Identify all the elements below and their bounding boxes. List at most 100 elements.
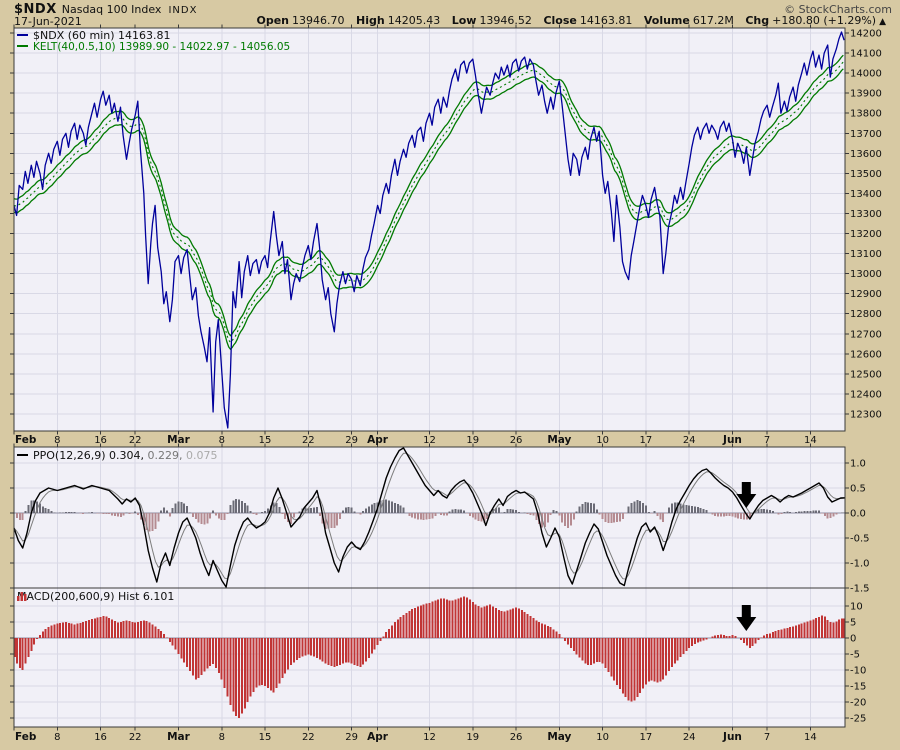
macd-histogram-bar [800,623,803,638]
macd-histogram-bar [621,638,624,694]
macd-histogram-bar [200,638,203,676]
macd-histogram-bar [668,638,670,672]
macd-histogram-bar [774,631,777,638]
macd-histogram-bar [105,616,108,638]
macd-histogram-bar [79,622,82,638]
macd-histogram-bar [552,629,555,638]
ppo-line-icon [17,454,28,456]
macd-histogram-bar [114,621,116,638]
svg-text:1.0: 1.0 [850,459,866,470]
macd-histogram-bar [451,600,454,638]
ppo-line [13,447,846,588]
macd-histogram-bar [243,638,246,709]
macd-histogram-bar [526,613,529,638]
price-legend-text: $NDX (60 min) 14163.81 [33,29,171,42]
macd-histogram-bar [725,635,728,638]
macd-histogram-bar [567,638,569,645]
macd-histogram-bar [512,608,515,638]
macd-histogram-bar [168,638,171,642]
macd-legend-text: MACD(200,600,9) Hist 6.101 [17,590,175,603]
macd-histogram-bar [264,638,266,686]
macd-histogram-bar [209,638,212,666]
svg-text:24: 24 [683,732,696,743]
macd-histogram-bar [310,638,313,656]
svg-text:22: 22 [129,435,142,446]
macd-histogram-bar [694,638,696,645]
macd-histogram-bar [258,638,261,686]
svg-text:12600: 12600 [850,349,882,360]
svg-text:10: 10 [850,602,863,613]
macd-histogram-bar [82,622,85,638]
svg-text:14: 14 [804,732,817,743]
macd-histogram-bar [174,638,177,650]
svg-text:16: 16 [94,435,107,446]
macd-histogram-bar [783,628,786,638]
symbol-exchange: INDX [168,5,198,16]
macd-histogram-bar [826,620,829,638]
macd-histogram-bar [160,631,163,638]
svg-text:19: 19 [466,732,479,743]
svg-text:24: 24 [683,435,696,446]
macd-histogram-bar [555,631,558,638]
macd-histogram-bar [53,624,56,638]
macd-histogram-bar [411,609,414,638]
ppo-signal-line [13,452,846,580]
svg-text:8: 8 [54,732,60,743]
macd-histogram-bar [509,609,512,638]
macd-histogram-bar [163,633,165,638]
macd-histogram-bar [362,638,365,665]
svg-text:-10: -10 [850,666,866,677]
quote-value-low: 13946.52 [479,14,532,27]
macd-histogram-bar [771,632,774,638]
svg-text:12700: 12700 [850,329,882,340]
macd-histogram-bar [379,638,382,641]
macd-histogram-bar [90,618,93,638]
macd-histogram-bar [823,616,826,638]
macd-histogram-bar [70,623,73,638]
svg-text:13500: 13500 [850,169,882,180]
macd-histogram-bar [688,638,691,649]
svg-text:29: 29 [345,435,358,446]
macd-histogram-bar [186,638,189,667]
macd-histogram-bar [558,634,561,638]
macd-histogram-bar [803,622,806,638]
macd-histogram-bar [177,638,180,654]
svg-text:15: 15 [259,732,272,743]
macd-histogram-bar [396,619,399,638]
svg-text:-15: -15 [850,682,866,693]
macd-histogram-bar [304,638,307,656]
svg-text:Jun: Jun [722,731,742,743]
symbol-name: Nasdaq 100 Index [61,3,162,16]
svg-text:May: May [547,434,571,446]
macd-histogram-bar [229,638,232,706]
macd-histogram-bar [434,600,437,638]
macd-histogram-bar [673,638,676,664]
macd-histogram-bar [494,608,497,638]
macd-histogram-bar [324,638,327,664]
macd-histogram-bar [780,629,783,638]
macd-histogram-bar [295,638,298,660]
macd-histogram-bar [93,618,96,638]
chg-up-triangle-icon: ▲ [879,17,886,27]
macd-histogram-bar [353,638,356,665]
macd-histogram-bar [33,638,36,645]
macd-histogram-bar [365,638,367,662]
macd-histogram-bar [457,598,460,638]
svg-text:Mar: Mar [167,434,191,446]
macd-histogram-bar [506,610,509,638]
macd-histogram-bar [815,618,818,638]
svg-text:-25: -25 [850,714,866,725]
macd-histogram-bar [670,638,673,667]
macd-histogram-bar [189,638,191,672]
macd-histogram-bar [581,638,584,661]
macd-histogram-bar [102,616,105,638]
macd-histogram-bar [131,621,134,638]
macd-histogram-bar [633,638,636,701]
macd-histogram-bar [699,638,702,642]
macd-histogram-bar [108,618,111,638]
svg-text:14200: 14200 [850,29,882,40]
quote-value-close: 14163.81 [579,14,633,27]
macd-histogram-bar [44,628,47,638]
quote-label-chg: Chg [745,14,770,27]
macd-histogram-bar [445,599,448,638]
